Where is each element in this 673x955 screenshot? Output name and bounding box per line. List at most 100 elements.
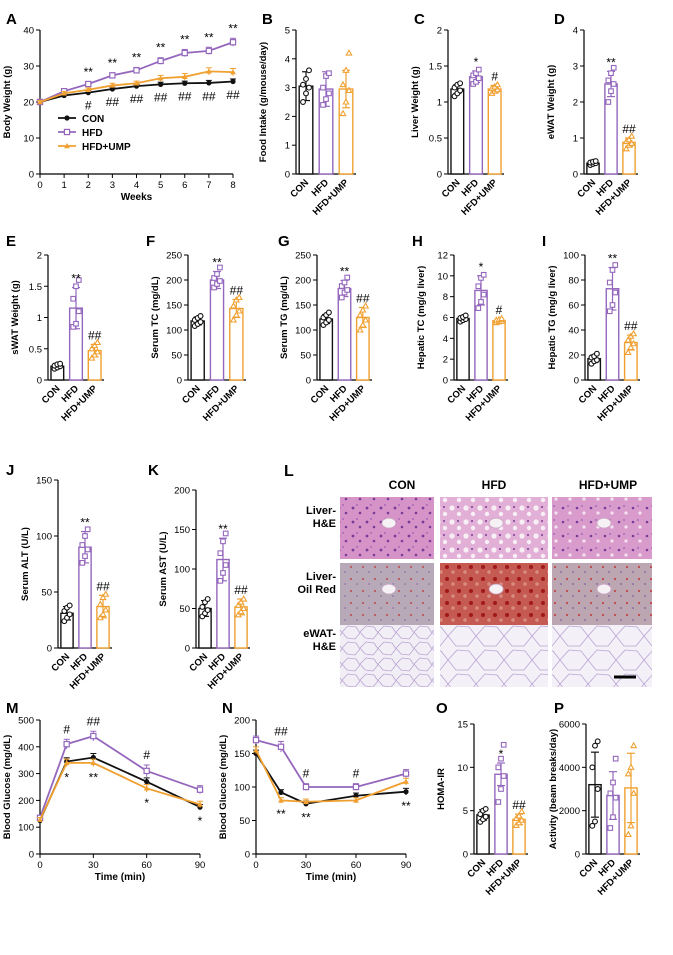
significance-mark: *	[198, 814, 203, 828]
series-point	[63, 740, 70, 748]
data-point	[82, 533, 88, 539]
y-axis-title: sWAT Weight (g)	[10, 280, 21, 355]
data-point	[232, 311, 240, 318]
data-point	[222, 562, 229, 568]
data-point	[610, 64, 617, 71]
row-label-line1: Liver-	[306, 571, 336, 583]
y-axis-title: eWAT Weight (g)	[546, 65, 557, 140]
y-tick-label: 20	[568, 351, 579, 362]
data-point	[627, 343, 635, 351]
data-point	[96, 613, 104, 621]
legend-marker	[64, 143, 70, 149]
significance-mark: ##	[106, 95, 120, 109]
data-point	[73, 320, 79, 327]
significance-mark: ##	[274, 724, 288, 738]
significance-mark: ##	[230, 284, 244, 298]
series-point	[230, 78, 236, 85]
data-point	[217, 264, 223, 271]
x-axis-title: Time (min)	[95, 872, 145, 883]
panel-label-I: I	[542, 233, 546, 250]
y-axis-title: Serum TG (mg/dL)	[279, 276, 290, 359]
data-point	[306, 67, 312, 74]
y-tick-label: 40	[23, 26, 34, 37]
y-tick-label: 200	[295, 276, 311, 287]
data-point	[610, 779, 616, 786]
x-tick-label: CON	[577, 857, 600, 880]
panel-label-B: B	[262, 11, 273, 28]
data-point	[606, 308, 613, 315]
significance-mark: #	[143, 748, 150, 762]
histology-image-r2-c2	[552, 625, 652, 687]
y-tick-label: 0	[245, 850, 250, 861]
data-point	[518, 807, 526, 815]
y-tick-label: 20	[23, 98, 34, 109]
y-axis-title: Liver Weight (g)	[410, 66, 421, 138]
y-axis-title: Food Intake (g/mouse/day)	[258, 42, 269, 162]
data-point	[345, 49, 353, 56]
series-point	[403, 778, 409, 784]
data-point	[593, 357, 600, 363]
x-tick-label: 6	[182, 180, 187, 191]
x-tick-label: CON	[40, 383, 63, 406]
data-point	[593, 350, 600, 357]
y-tick-label: 50	[179, 604, 190, 615]
y-tick-label: 40	[568, 326, 579, 337]
y-tick-label: 200	[18, 796, 34, 807]
y-tick-label: 2	[443, 355, 448, 366]
data-point	[102, 605, 110, 613]
data-point	[99, 610, 107, 617]
y-tick-label: 150	[166, 301, 182, 312]
histology-column-hfd: HFD	[481, 478, 507, 492]
x-axis-title: Time (min)	[306, 872, 356, 883]
significance-mark: **	[218, 522, 228, 536]
significance-mark: *	[499, 747, 504, 761]
central-vein	[381, 583, 397, 595]
data-point	[482, 813, 489, 820]
y-tick-label: 50	[300, 351, 311, 362]
y-tick-label: 0	[573, 170, 578, 181]
chart-A: A 0 10 20 30 40 Body Weight (g) 0 1 2 3 4 5 6 7 8 Weeks *…	[2, 11, 240, 203]
data-point	[220, 570, 226, 576]
chart-I: I 0 20 40 60 80 100 Hepatic TG (mg/g liver) CON *…	[542, 233, 640, 424]
data-point	[592, 158, 599, 164]
series-point	[37, 99, 43, 105]
panel-label-P: P	[554, 700, 564, 717]
y-tick-label: 0	[574, 376, 579, 387]
data-point	[475, 283, 482, 290]
data-point	[612, 794, 619, 801]
data-point	[70, 295, 77, 302]
bar-CON	[190, 320, 205, 381]
data-point	[493, 80, 502, 88]
x-tick-label: CON	[49, 651, 72, 674]
bar-HFD	[209, 279, 225, 381]
data-point	[500, 773, 507, 779]
y-tick-label: 0.5	[429, 134, 442, 145]
data-point	[229, 316, 238, 323]
y-tick-label: 2	[573, 98, 578, 109]
significance-mark: ##	[356, 292, 370, 306]
data-point	[88, 344, 96, 352]
panel-label-G: G	[278, 233, 290, 250]
data-point	[300, 81, 306, 88]
significance-mark: **	[340, 265, 350, 279]
data-point	[624, 348, 632, 356]
x-tick-label: 60	[141, 860, 152, 871]
y-tick-label: 150	[295, 301, 311, 312]
x-tick-label: 5	[158, 180, 163, 191]
y-tick-label: 250	[295, 251, 311, 262]
data-point	[518, 816, 526, 823]
central-vein	[596, 517, 612, 529]
x-tick-label: 3	[110, 180, 115, 191]
y-tick-label: 4	[573, 26, 578, 37]
bar-HFD	[604, 83, 618, 175]
series-point	[402, 770, 410, 777]
histology-row-ewat-he-label: eWAT- H&E	[294, 628, 336, 654]
y-tick-label: 30	[23, 62, 34, 73]
x-tick-label: CON	[577, 383, 600, 406]
data-point	[326, 90, 332, 97]
significance-mark: **	[212, 256, 222, 270]
y-tick-label: 0	[463, 850, 468, 861]
bar-CON	[319, 318, 334, 381]
bar-HFD	[337, 287, 352, 381]
y-axis-title: Serum TC (mg/dL)	[150, 276, 161, 358]
